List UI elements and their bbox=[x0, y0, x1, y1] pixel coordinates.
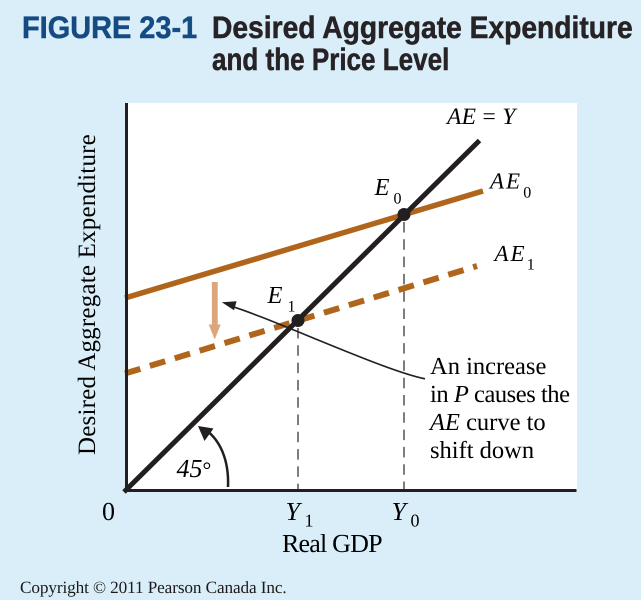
svg-text:Real GDP: Real GDP bbox=[282, 529, 382, 558]
svg-text:in P causes the: in P causes the bbox=[430, 381, 570, 408]
svg-text:Y1: Y1 bbox=[286, 497, 314, 531]
svg-text:Y0: Y0 bbox=[392, 497, 420, 531]
svg-text:0: 0 bbox=[102, 497, 115, 526]
svg-text:Desired Aggregate Expenditure: Desired Aggregate Expenditure bbox=[74, 134, 101, 455]
svg-text:45°: 45° bbox=[177, 454, 212, 483]
svg-text:AE = Y: AE = Y bbox=[445, 104, 518, 130]
svg-text:An increase: An increase bbox=[430, 353, 546, 380]
svg-text:shift down: shift down bbox=[430, 437, 534, 464]
svg-text:AE curve to: AE curve to bbox=[428, 409, 546, 436]
